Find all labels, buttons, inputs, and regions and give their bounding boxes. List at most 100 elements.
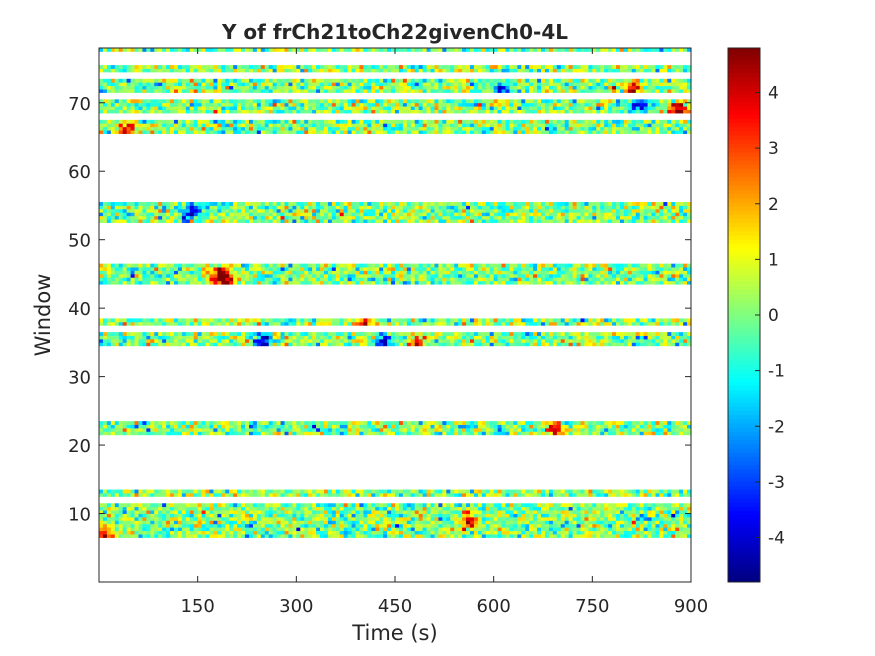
heatmap-cell: [197, 280, 203, 285]
heatmap-cell: [438, 427, 443, 432]
heatmap-cell: [687, 513, 692, 518]
heatmap-cell: [355, 493, 360, 497]
heatmap-cell: [481, 530, 487, 535]
heatmap-cell: [485, 424, 491, 429]
heatmap-cell: [450, 338, 455, 343]
heatmap-cell: [347, 338, 352, 343]
heatmap-cell: [584, 332, 589, 336]
heatmap-cell: [201, 321, 206, 326]
heatmap-cell: [205, 321, 210, 326]
heatmap-cell: [343, 318, 349, 323]
heatmap-cell: [446, 427, 451, 432]
heatmap-cell: [166, 516, 171, 521]
heatmap-cell: [371, 520, 376, 525]
heatmap-cell: [544, 520, 550, 525]
heatmap-cell: [312, 523, 317, 528]
heatmap-cell: [541, 421, 546, 425]
heatmap-cell: [446, 424, 451, 429]
heatmap-cell: [477, 523, 483, 528]
heatmap-cell: [596, 503, 601, 508]
heatmap-cell: [134, 321, 139, 326]
heatmap-cell: [359, 421, 364, 425]
heatmap-cell: [177, 332, 183, 336]
heatmap-cell: [181, 431, 187, 436]
heatmap-cell: [525, 489, 530, 494]
heatmap-cell: [241, 277, 246, 282]
heatmap-cell: [280, 263, 285, 268]
heatmap-cell: [533, 212, 538, 217]
heatmap-cell: [276, 503, 281, 508]
heatmap-cell: [541, 208, 546, 213]
heatmap-cell: [99, 421, 104, 425]
heatmap-cell: [588, 534, 593, 538]
heatmap-cell: [323, 527, 329, 532]
heatmap-cell: [296, 277, 301, 282]
heatmap-cell: [505, 342, 510, 347]
heatmap-cell: [481, 534, 487, 538]
heatmap-cell: [217, 208, 222, 213]
heatmap-cell: [371, 424, 376, 429]
heatmap-cell: [351, 424, 356, 429]
heatmap-cell: [126, 263, 131, 268]
heatmap-cell: [296, 321, 301, 326]
heatmap-cell: [675, 219, 680, 223]
heatmap-cell: [114, 332, 120, 336]
heatmap-cell: [489, 318, 495, 323]
heatmap-cell: [363, 534, 368, 538]
heatmap-cell: [300, 421, 305, 425]
heatmap-cell: [114, 335, 120, 340]
heatmap-cell: [205, 530, 210, 535]
heatmap-cell: [458, 520, 463, 525]
heatmap-cell: [391, 321, 396, 326]
heatmap-cell: [166, 277, 171, 282]
heatmap-cell: [572, 219, 577, 223]
heatmap-cell: [414, 523, 420, 528]
heatmap-cell: [525, 527, 530, 532]
heatmap-cell: [596, 431, 601, 436]
heatmap-cell: [371, 332, 376, 336]
heatmap-cell: [138, 270, 143, 275]
heatmap-cell: [130, 321, 135, 326]
heatmap-cell: [158, 267, 163, 271]
heatmap-cell: [548, 263, 554, 268]
heatmap-cell: [197, 523, 203, 528]
heatmap-cell: [647, 510, 652, 514]
heatmap-cell: [189, 202, 195, 206]
heatmap-cell: [142, 342, 147, 347]
heatmap-cell: [201, 489, 206, 494]
heatmap-cell: [450, 527, 455, 532]
heatmap-cell: [675, 342, 680, 347]
heatmap-cell: [556, 277, 562, 282]
heatmap-cell: [296, 520, 301, 525]
heatmap-cell: [252, 523, 258, 528]
heatmap-cell: [647, 534, 652, 538]
heatmap-cell: [268, 489, 274, 494]
heatmap-cell: [517, 530, 522, 535]
heatmap-cell: [521, 270, 526, 275]
heatmap-cell: [438, 431, 443, 436]
heatmap-cell: [548, 520, 554, 525]
heatmap-cell: [288, 489, 293, 494]
heatmap-cell: [221, 215, 226, 220]
heatmap-cell: [106, 503, 112, 508]
heatmap-cell: [170, 202, 175, 206]
heatmap-cell: [233, 527, 238, 532]
heatmap-cell: [627, 208, 633, 213]
heatmap-cell: [158, 503, 163, 508]
heatmap-cell: [600, 280, 605, 285]
heatmap-cell: [150, 270, 155, 275]
heatmap-cell: [398, 506, 404, 511]
heatmap-cell: [402, 270, 408, 275]
heatmap-cell: [450, 318, 455, 323]
heatmap-cell: [371, 431, 376, 436]
heatmap-cell: [446, 520, 451, 525]
heatmap-cell: [387, 421, 392, 425]
heatmap-cell: [623, 212, 629, 217]
heatmap-cell: [118, 321, 124, 326]
heatmap-cell: [537, 523, 542, 528]
heatmap-cell: [166, 212, 171, 217]
heatmap-cell: [608, 489, 613, 494]
heatmap-cell: [426, 520, 431, 525]
heatmap-cell: [430, 215, 435, 220]
heatmap-cell: [612, 215, 617, 220]
